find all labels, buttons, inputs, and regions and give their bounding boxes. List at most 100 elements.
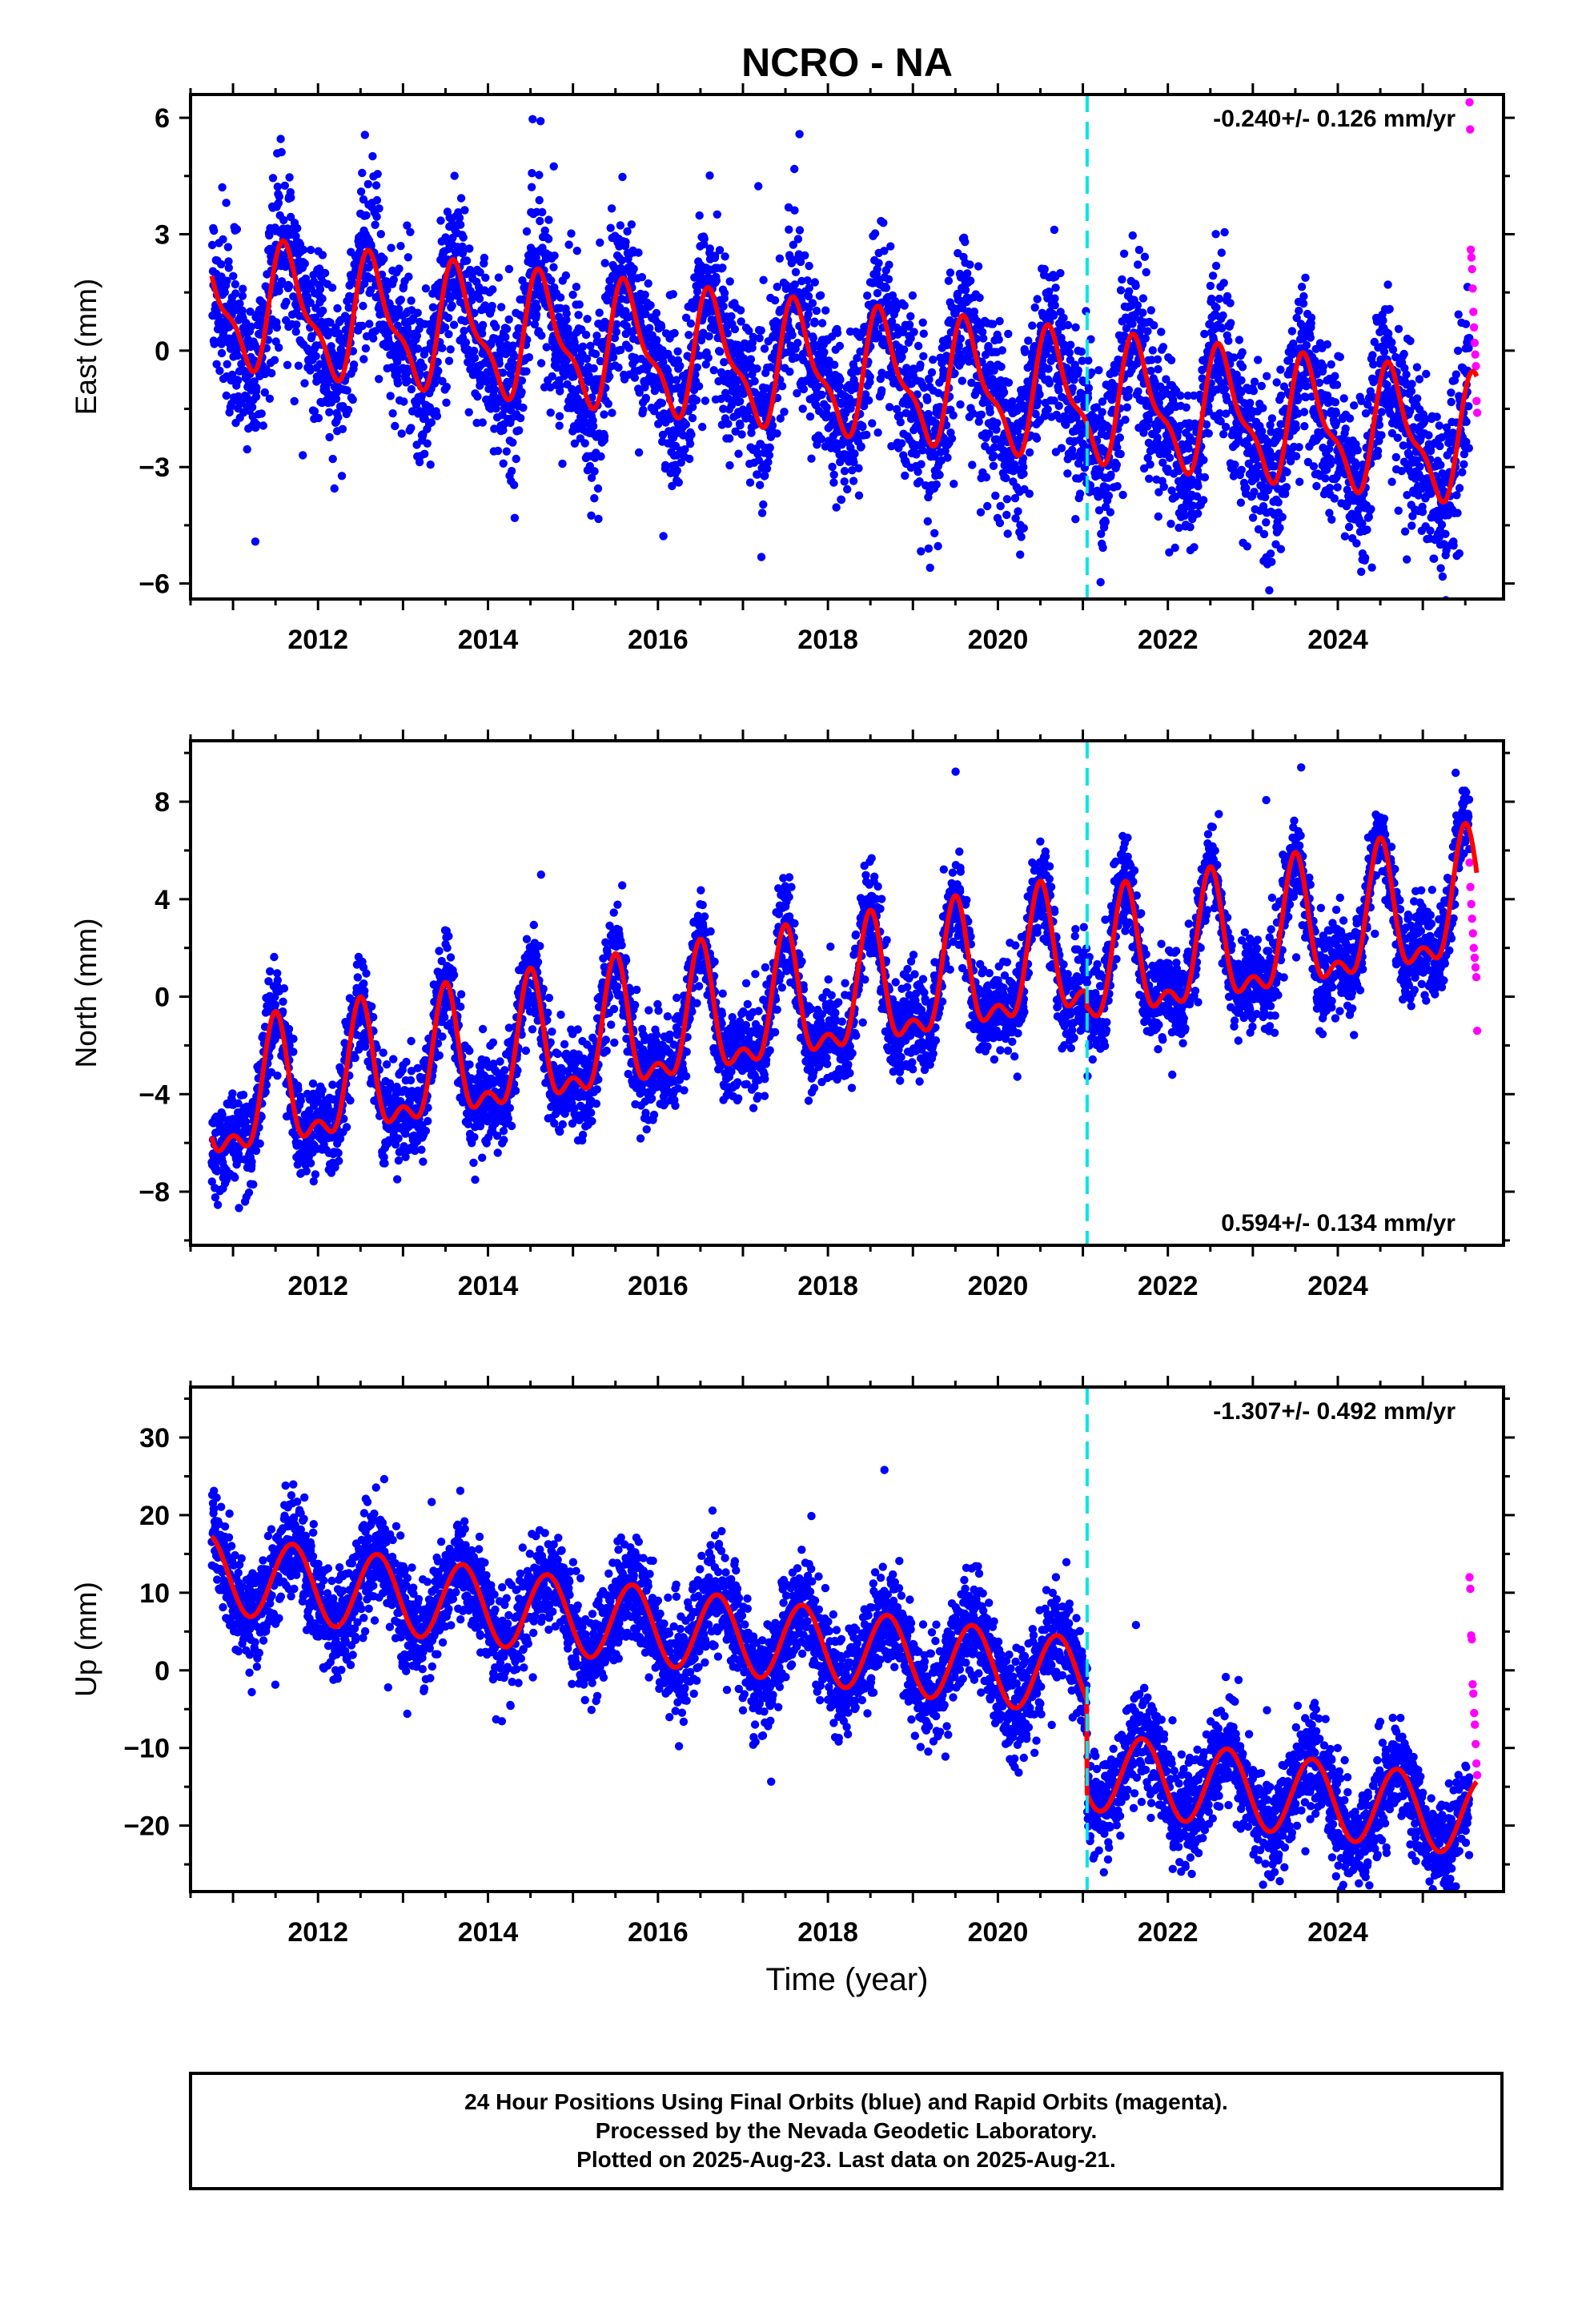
data-point — [1146, 460, 1154, 469]
data-point — [330, 484, 339, 493]
data-point — [974, 262, 983, 271]
data-point — [983, 501, 992, 511]
data-point — [219, 235, 227, 244]
data-point — [886, 242, 895, 251]
data-point — [400, 397, 408, 406]
data-point — [770, 296, 780, 305]
data-point — [805, 412, 815, 421]
data-point — [299, 451, 307, 460]
data-point — [785, 225, 793, 234]
data-point — [850, 449, 859, 458]
data-point — [1122, 403, 1132, 412]
data-point — [593, 484, 603, 493]
data-point — [524, 353, 534, 362]
data-point — [1237, 465, 1247, 474]
data-point — [780, 408, 789, 416]
data-point — [222, 391, 231, 400]
data-point — [829, 470, 838, 479]
data-point — [1154, 364, 1162, 374]
data-point — [865, 396, 873, 405]
data-point — [1212, 304, 1221, 312]
data-point — [1207, 294, 1216, 304]
data-point — [901, 471, 909, 480]
data-point — [719, 404, 728, 413]
data-point — [1138, 308, 1147, 317]
data-point — [536, 359, 546, 368]
data-point — [1119, 249, 1129, 258]
data-point — [853, 354, 861, 363]
data-point — [251, 537, 260, 546]
data-point — [1282, 483, 1291, 492]
data-point — [1302, 340, 1311, 350]
data-point — [522, 227, 532, 236]
data-point — [490, 385, 500, 394]
data-point — [1249, 387, 1259, 396]
data-point — [1194, 482, 1203, 491]
data-point — [661, 460, 670, 470]
data-point — [930, 529, 939, 537]
data-point — [502, 447, 511, 456]
data-point — [705, 244, 714, 253]
data-point — [217, 348, 227, 358]
data-point — [679, 431, 688, 440]
data-point — [1393, 433, 1403, 442]
data-point — [999, 388, 1009, 397]
data-point — [676, 361, 685, 371]
data-point — [528, 169, 536, 178]
data-point — [291, 328, 300, 336]
data-point — [238, 292, 247, 300]
data-point — [932, 480, 942, 489]
data-point — [956, 400, 965, 409]
data-point — [1309, 462, 1319, 471]
data-point — [581, 330, 591, 340]
data-point — [918, 318, 927, 327]
data-point — [691, 370, 700, 379]
data-point — [282, 316, 291, 325]
data-point — [686, 319, 696, 328]
data-point — [1331, 409, 1341, 418]
data-point — [623, 227, 632, 236]
data-point — [1186, 523, 1195, 532]
data-point — [251, 392, 261, 401]
data-point — [634, 248, 643, 257]
data-point — [938, 359, 946, 368]
data-point — [448, 301, 456, 310]
data-point — [652, 336, 661, 344]
data-point — [764, 457, 773, 467]
data-point — [765, 451, 774, 460]
data-point — [419, 363, 428, 372]
data-point — [1321, 474, 1330, 483]
data-point — [231, 279, 240, 289]
data-point — [1051, 283, 1060, 292]
data-point — [375, 204, 383, 213]
data-point — [1115, 433, 1125, 442]
data-point — [820, 348, 829, 356]
data-point — [698, 422, 707, 432]
data-point — [719, 302, 728, 311]
data-point — [804, 310, 813, 319]
data-point — [659, 532, 668, 541]
data-point — [975, 293, 984, 302]
data-point — [1387, 477, 1396, 486]
data-point — [388, 409, 397, 418]
data-point — [736, 306, 745, 315]
data-point — [1278, 513, 1287, 521]
data-point — [512, 331, 521, 340]
data-point — [652, 308, 661, 318]
data-point — [712, 276, 721, 285]
data-point — [1054, 401, 1063, 410]
data-point — [587, 511, 596, 520]
data-point — [745, 326, 753, 336]
data-point — [1098, 543, 1107, 553]
data-point — [608, 353, 618, 362]
data-point — [1004, 378, 1014, 387]
data-point — [803, 276, 812, 285]
data-point — [348, 395, 357, 404]
data-point — [730, 324, 740, 334]
data-point — [736, 420, 745, 430]
data-point — [572, 283, 581, 292]
data-point — [1118, 275, 1126, 284]
data-point — [976, 508, 986, 517]
data-point — [681, 420, 690, 429]
data-point — [1084, 384, 1094, 392]
